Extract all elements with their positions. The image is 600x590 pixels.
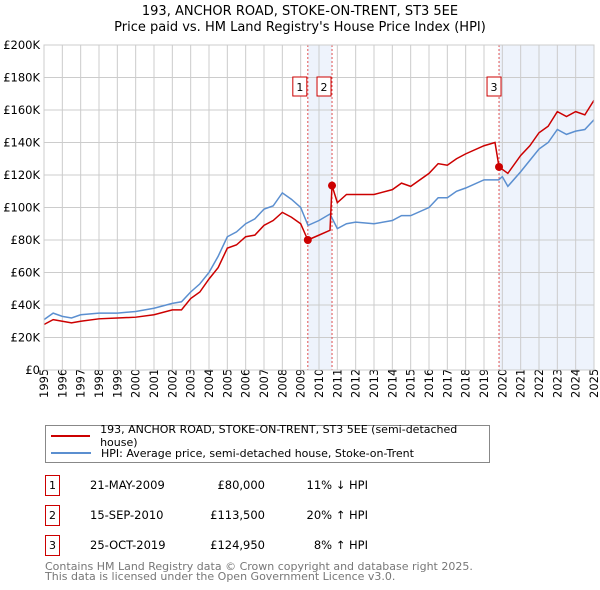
- transaction-hpi-change: 8% ↑ HPI: [313, 538, 368, 552]
- sale-label-box: 2: [316, 76, 332, 97]
- y-tick-label: £120K: [3, 168, 40, 182]
- transaction-price: £80,000: [217, 478, 265, 492]
- transaction-number-badge: 2: [45, 505, 60, 526]
- sale-label-box: 1: [292, 76, 308, 97]
- y-tick-label: £180K: [3, 71, 40, 85]
- chart-subtitle: Price paid vs. HM Land Registry's House …: [114, 20, 486, 35]
- x-tick-label: 1998: [92, 369, 106, 398]
- x-tick-label: 2022: [532, 369, 546, 398]
- x-tick-label: 1999: [110, 369, 124, 398]
- y-tick-label: £40K: [11, 298, 41, 312]
- x-tick-label: 2004: [202, 369, 216, 398]
- x-tick-label: 1996: [55, 369, 69, 398]
- y-tick-label: £60K: [11, 266, 41, 280]
- x-tick-label: 2011: [330, 369, 344, 398]
- transaction-date: 25-OCT-2019: [90, 538, 166, 552]
- transaction-number-badge: 3: [45, 535, 60, 556]
- legend-item-property: 193, ANCHOR ROAD, STOKE-ON-TRENT, ST3 5E…: [46, 423, 489, 449]
- hpi-line: [43, 119, 595, 321]
- chart-title: 193, ANCHOR ROAD, STOKE-ON-TRENT, ST3 5E…: [141, 4, 459, 19]
- x-tick-label: 2019: [477, 369, 491, 398]
- red-line-swatch: [51, 435, 91, 437]
- sale-point: [303, 236, 312, 244]
- x-tick-label: 2012: [349, 369, 363, 398]
- legend-item-hpi: HPI: Average price, semi-detached house,…: [46, 445, 414, 461]
- transaction-price: £113,500: [210, 508, 265, 522]
- transaction-date: 21-MAY-2009: [90, 478, 165, 492]
- plot-border: [43, 44, 595, 371]
- sale-label-number: 2: [321, 81, 328, 94]
- price-paid-line: [43, 99, 595, 326]
- y-tick-label: £80K: [11, 233, 41, 247]
- x-tick-label: 2016: [422, 369, 436, 398]
- transaction-date: 15-SEP-2010: [90, 508, 164, 522]
- x-tick-label: 2000: [129, 369, 143, 398]
- x-tick-label: 1997: [74, 369, 88, 398]
- x-tick-label: 2018: [459, 369, 473, 398]
- y-tick-label: £0: [25, 363, 40, 377]
- sale-point: [328, 181, 337, 190]
- x-tick-label: 2024: [569, 369, 583, 398]
- sale-label-border: [486, 76, 502, 97]
- x-tick-label: 2013: [367, 369, 381, 398]
- x-tick-label: 2010: [312, 369, 326, 398]
- sale-label-border: [316, 76, 332, 97]
- x-tick-label: 2009: [294, 369, 308, 398]
- footer-licence: This data is licensed under the Open Gov…: [45, 570, 396, 583]
- x-tick-label: 2003: [184, 369, 198, 398]
- sale-label-box: 3: [486, 76, 502, 97]
- y-tick-label: £100K: [3, 201, 40, 215]
- transaction-hpi-change: 11% ↓ HPI: [306, 478, 368, 492]
- y-tick-label: £200K: [3, 38, 40, 52]
- x-tick-label: 2005: [220, 369, 234, 398]
- x-tick-label: 2007: [257, 369, 271, 398]
- legend-label-property: 193, ANCHOR ROAD, STOKE-ON-TRENT, ST3 5E…: [100, 423, 458, 449]
- x-tick-label: 2002: [165, 369, 179, 398]
- x-tick-label: 2008: [275, 369, 289, 398]
- y-tick-label: £140K: [3, 136, 40, 150]
- x-tick-label: 2014: [385, 369, 399, 398]
- x-tick-label: 2020: [495, 369, 509, 398]
- sale-point: [495, 162, 504, 171]
- x-tick-label: 2017: [440, 369, 454, 398]
- x-tick-label: 2001: [147, 369, 161, 398]
- blue-line-swatch: [51, 452, 91, 454]
- legend: 193, ANCHOR ROAD, STOKE-ON-TRENT, ST3 5E…: [45, 423, 490, 463]
- legend-label-hpi: HPI: Average price, semi-detached house,…: [101, 446, 414, 460]
- transaction-number-badge: 1: [45, 475, 60, 496]
- sale-label-number: 3: [491, 81, 498, 94]
- transaction-hpi-change: 20% ↑ HPI: [306, 508, 368, 522]
- x-tick-label: 2021: [514, 369, 528, 398]
- x-tick-label: 2023: [550, 369, 564, 398]
- y-tick-label: £20K: [11, 331, 41, 345]
- x-tick-label: 2006: [239, 369, 253, 398]
- sale-label-number: 1: [296, 81, 303, 94]
- price-chart: 1995 1996 1997 1998 1999 2000 2001 2002 2003 2004…: [3, 38, 600, 398]
- x-tick-label: 2015: [404, 369, 418, 398]
- x-tick-label: 2025: [587, 369, 600, 398]
- sale-label-border: [292, 76, 308, 97]
- x-tick-label: 1995: [37, 369, 51, 398]
- transaction-price: £124,950: [210, 538, 265, 552]
- footer-copyright: Contains HM Land Registry data © Crown c…: [45, 560, 473, 573]
- y-tick-label: £160K: [3, 103, 40, 117]
